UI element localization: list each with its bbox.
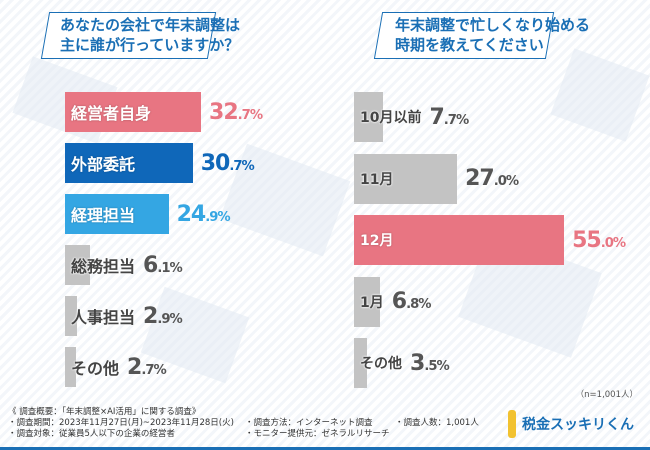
logo: 税金スッキリくん	[522, 417, 634, 433]
chart-title-left: あなたの会社で年末調整は 主に誰が行っていますか？	[60, 15, 240, 55]
title-line: あなたの会社で年末調整は	[60, 16, 241, 34]
category-label: 1月	[360, 294, 384, 311]
value-label: 6.8%	[391, 289, 432, 314]
bar	[354, 92, 384, 142]
category-label: 人事担当	[71, 308, 136, 327]
category-label: その他	[71, 359, 120, 378]
bottom-border	[0, 447, 650, 450]
bar-row: 人事担当 2.9%	[65, 296, 183, 336]
category-label: 経営者自身	[71, 104, 152, 123]
bar	[65, 92, 202, 132]
bar-row: 総務担当 6.1%	[65, 245, 183, 285]
bar-row: 11月 27.0%	[354, 153, 519, 204]
chart-title-right: 年末調整で忙しくなり始める 時期を教えてください	[395, 15, 590, 55]
value-label: 30.7%	[200, 150, 255, 176]
footer-provider: ・モニター提供元：ゼネラルリサーチ	[245, 429, 390, 439]
bar-row: 経営者自身 32.7%	[65, 92, 263, 132]
footer-period: ・調査期間：2023年11月27日(月)~2023年11月28日(火)	[8, 418, 234, 428]
bar-row: その他 2.7%	[65, 347, 167, 387]
category-label: その他	[360, 356, 402, 372]
footer-count: ・調査人数：1,001人	[395, 418, 479, 428]
value-label: 24.9%	[176, 201, 231, 227]
bar	[65, 143, 193, 183]
value-label: 7.7%	[429, 104, 469, 130]
bar	[354, 215, 565, 265]
value-label: 3.5%	[410, 350, 450, 376]
bar-row: 経理担当 24.9%	[65, 194, 231, 234]
category-label: 11月	[360, 171, 394, 188]
bar	[354, 276, 380, 327]
bar	[354, 338, 368, 388]
footer-heading: 《 調査概要：「年末調整×AI活用」に関する調査》	[8, 407, 201, 417]
footer-method: ・調査方法：インターネット調査	[245, 418, 373, 428]
category-label: 外部委託	[71, 155, 136, 174]
title-line: 時期を教えてください	[395, 36, 544, 54]
bar	[65, 194, 169, 234]
value-label: 2.9%	[143, 303, 183, 329]
value-label: 55.0%	[572, 227, 626, 253]
bar-row: 1月 6.8%	[354, 276, 432, 327]
value-label: 6.1%	[143, 252, 183, 278]
category-label: 経理担当	[71, 206, 136, 225]
bar	[354, 153, 458, 204]
bar	[65, 245, 91, 285]
sample-size-note: （n=1,001人）	[575, 390, 638, 400]
title-line: 年末調整で忙しくなり始める	[395, 16, 591, 34]
category-label: 12月	[360, 233, 394, 249]
bar	[65, 347, 77, 387]
value-label: 27.0%	[465, 166, 519, 191]
background-shape	[550, 48, 650, 142]
value-label: 32.7%	[209, 99, 263, 125]
title-line: 主に誰が行っていますか？	[60, 36, 240, 54]
bar-row: 10月以前 7.7%	[354, 92, 469, 142]
category-label: 総務担当	[71, 257, 136, 276]
value-label: 2.7%	[127, 354, 167, 380]
bar	[65, 296, 78, 336]
footer-target: ・調査対象：従業員5人以下の企業の経営者	[8, 429, 175, 439]
giraffe-mascot-icon	[508, 410, 516, 438]
bar-row: 外部委託 30.7%	[65, 143, 255, 183]
bar-row: その他 3.5%	[354, 338, 450, 388]
category-label: 10月以前	[360, 110, 422, 126]
bar-row: 12月 55.0%	[354, 215, 626, 265]
